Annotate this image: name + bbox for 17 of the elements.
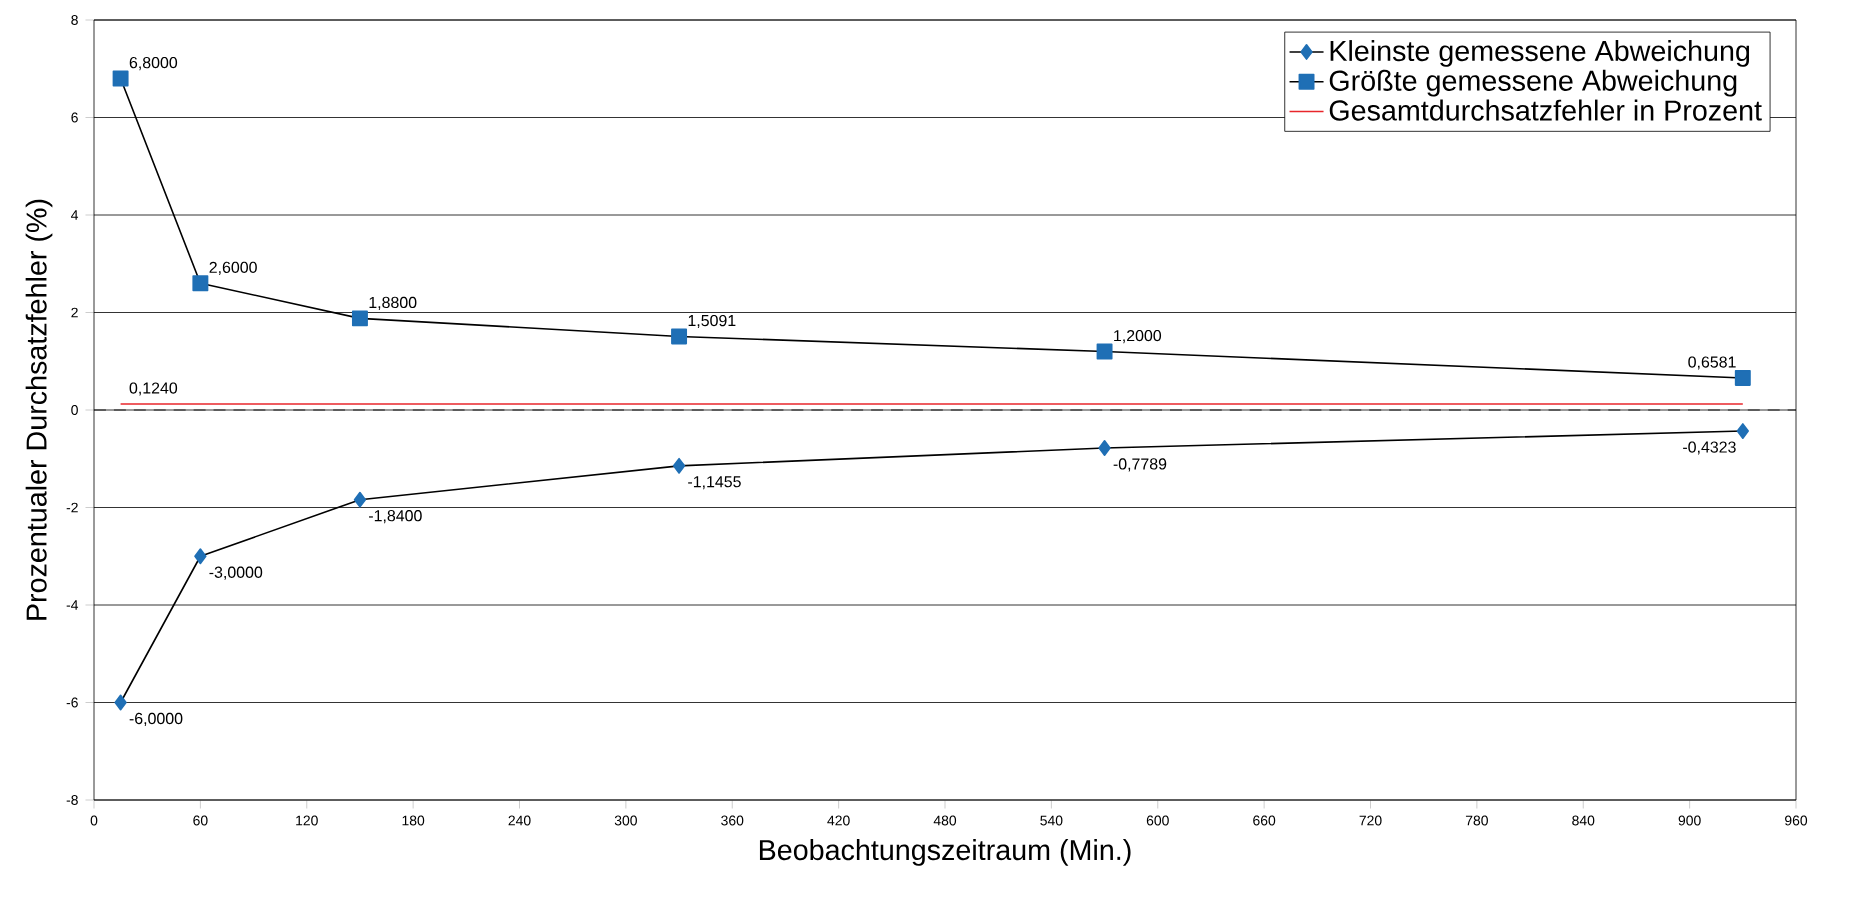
point xyxy=(1098,440,1111,456)
point xyxy=(353,491,367,508)
point xyxy=(351,310,368,327)
x-axis-title: Beobachtungszeitraum (Min.) xyxy=(759,839,1131,866)
legend-label: Größte gemessene Abweichung xyxy=(1329,69,1737,97)
point xyxy=(1734,369,1751,386)
point xyxy=(1096,343,1113,360)
point xyxy=(1736,423,1749,440)
point xyxy=(112,70,129,87)
y-axis-title: Prozentualer Durchsatzfehler (%) xyxy=(25,199,53,620)
legend-label: Kleinste gemessene Abweichung xyxy=(1330,40,1750,67)
point xyxy=(672,457,686,474)
point xyxy=(194,548,207,565)
point xyxy=(671,328,688,345)
point xyxy=(192,275,209,292)
legend-label: Gesamtdurchsatzfehler in Prozent xyxy=(1329,99,1762,121)
point xyxy=(114,694,127,711)
